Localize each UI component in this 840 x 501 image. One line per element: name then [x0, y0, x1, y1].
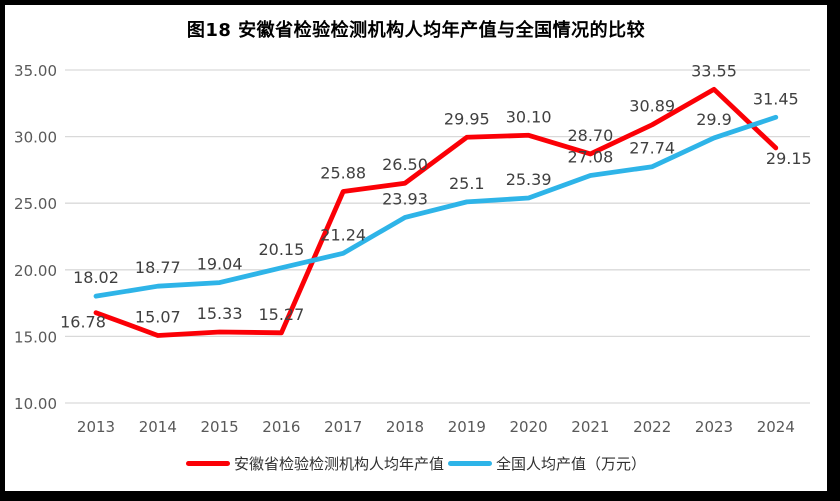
- legend-line-national-icon: [448, 461, 492, 466]
- x-axis-tick-label: 2020: [510, 418, 548, 436]
- data-label: 25.39: [506, 170, 552, 189]
- data-label: 28.70: [567, 126, 613, 145]
- data-label: 27.08: [567, 147, 613, 166]
- x-axis-tick-label: 2015: [201, 418, 239, 436]
- data-label: 25.1: [449, 174, 485, 193]
- legend-label-anhui: 安徽省检验检测机构人均年产值: [233, 455, 444, 473]
- x-axis-tick-label: 2021: [571, 418, 609, 436]
- data-label: 23.93: [382, 189, 428, 208]
- data-label: 29.9: [696, 110, 732, 129]
- y-axis-tick-label: 10.00: [14, 395, 57, 413]
- data-label: 30.89: [629, 97, 675, 116]
- chart-title: 图18 安徽省检验检测机构人均年产值与全国情况的比较: [186, 20, 646, 41]
- x-axis-tick-label: 2018: [386, 418, 424, 436]
- data-label: 20.15: [258, 240, 304, 259]
- data-label: 29.95: [444, 109, 490, 128]
- data-label: 15.27: [258, 305, 304, 324]
- x-axis-tick-label: 2014: [139, 418, 177, 436]
- plot-canvas: 10.00 15.00 20.00 25.00 30.00 35.00 2013 2014 20…: [14, 61, 812, 436]
- legend-line-anhui-icon: [185, 461, 230, 466]
- y-axis-tick-label: 25.00: [14, 195, 57, 213]
- legend-label-national: 全国人均产值（万元）: [496, 455, 647, 473]
- data-label: 31.45: [753, 89, 799, 108]
- x-axis-tick-label: 2017: [324, 418, 362, 436]
- data-label: 30.10: [506, 107, 552, 126]
- y-axis-tick-label: 35.00: [14, 62, 57, 80]
- y-axis-tick-label: 20.00: [14, 262, 57, 280]
- data-label: 33.55: [691, 61, 737, 80]
- series-line-national: [93, 114, 779, 299]
- data-label: 16.78: [60, 313, 106, 332]
- x-axis-tick-label: 2013: [77, 418, 115, 436]
- y-axis-tick-label: 15.00: [14, 328, 57, 346]
- data-label: 15.07: [135, 307, 181, 326]
- legend: 安徽省检验检测机构人均年产值 全国人均产值（万元）: [5, 453, 827, 474]
- x-axis-tick-label: 2023: [695, 418, 733, 436]
- data-label: 25.88: [320, 163, 366, 182]
- data-label: 15.33: [197, 304, 243, 323]
- y-axis-tick-label: 30.00: [14, 129, 57, 147]
- x-axis-tick-label: 2024: [757, 418, 795, 436]
- series-line-anhui: [93, 86, 779, 338]
- data-label: 26.50: [382, 155, 428, 174]
- chart-area: 图18 安徽省检验检测机构人均年产值与全国情况的比较 10.00 15.00 20.…: [5, 5, 827, 491]
- data-label: 27.74: [629, 139, 675, 158]
- data-label: 18.02: [73, 268, 119, 287]
- data-label: 19.04: [197, 255, 243, 274]
- data-label: 21.24: [320, 225, 366, 244]
- data-label: 29.15: [766, 149, 812, 168]
- data-label: 18.77: [135, 258, 181, 277]
- x-axis-tick-label: 2016: [262, 418, 300, 436]
- x-axis-tick-label: 2022: [633, 418, 671, 436]
- x-axis-tick-label: 2019: [448, 418, 486, 436]
